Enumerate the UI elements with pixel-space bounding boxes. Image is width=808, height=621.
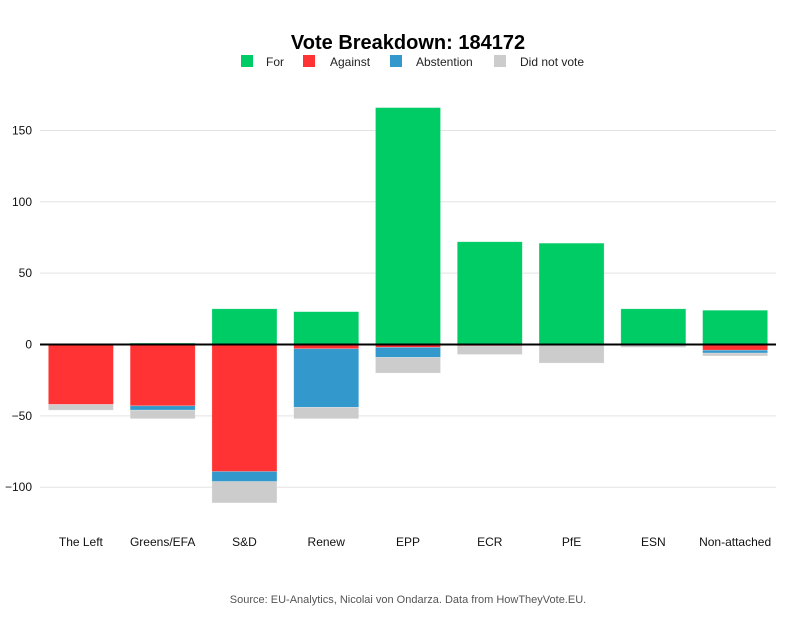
x-tick-label: Greens/EFA (130, 535, 195, 549)
legend: For Against Abstention Did not vote (241, 55, 584, 69)
legend-label: Did not vote (520, 55, 584, 69)
bar-for (538, 242, 605, 345)
bar-against (211, 344, 278, 472)
bar-did-not-vote (211, 481, 278, 504)
legend-swatch (241, 55, 253, 67)
y-tick-label: 100 (12, 195, 32, 209)
bar-did-not-vote (375, 357, 441, 374)
legend-swatch (390, 55, 402, 67)
x-tick-label: EPP (396, 535, 420, 549)
x-tick-label: Non-attached (699, 535, 771, 549)
bar-for (702, 309, 768, 345)
x-tick-label: Renew (308, 535, 346, 549)
bar-did-not-vote (538, 344, 605, 364)
bar-abstention (702, 349, 768, 354)
bar-did-not-vote (293, 406, 360, 420)
bar-abstention (375, 347, 441, 358)
legend-swatch (303, 55, 315, 67)
legend-label: Abstention (416, 55, 473, 69)
bar-for (293, 311, 360, 345)
x-tick-label: PfE (562, 535, 581, 549)
legend-label: For (266, 55, 284, 69)
x-tick-label: The Left (59, 535, 104, 549)
bar-for (456, 241, 523, 345)
y-tick-label: −50 (12, 409, 33, 423)
bar-abstention (293, 348, 360, 408)
legend-swatch (494, 55, 506, 67)
bars (48, 107, 768, 504)
bar-did-not-vote (129, 409, 196, 420)
bar-did-not-vote (456, 345, 523, 355)
bar-did-not-vote (48, 404, 114, 411)
y-tick-label: 0 (25, 338, 32, 352)
bar-for (211, 308, 278, 345)
y-axis-ticks: −100 −50 0 50 100 150 (5, 123, 32, 494)
y-tick-label: 50 (19, 266, 33, 280)
bar-against (48, 344, 114, 405)
bar-against (129, 344, 196, 407)
x-tick-label: S&D (232, 535, 257, 549)
source-note: Source: EU-Analytics, Nicolai von Ondarz… (230, 594, 586, 606)
chart-title: Vote Breakdown: 184172 (291, 32, 525, 54)
x-tick-label: ECR (477, 535, 503, 549)
bar-for (620, 308, 687, 345)
x-axis-labels: The Left Greens/EFA S&D Renew EPP ECR PfE ESN No… (59, 535, 771, 549)
x-tick-label: ESN (641, 535, 666, 549)
bar-abstention (129, 405, 196, 411)
legend-label: Against (330, 55, 371, 69)
bar-for (375, 107, 441, 345)
bar-abstention (211, 471, 278, 482)
y-tick-label: 150 (12, 123, 32, 137)
y-tick-label: −100 (5, 480, 32, 494)
bar-did-not-vote (702, 352, 768, 357)
